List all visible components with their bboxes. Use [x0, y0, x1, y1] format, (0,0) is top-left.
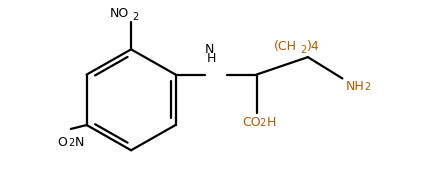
Text: (CH: (CH — [274, 40, 297, 53]
Text: H: H — [266, 116, 276, 129]
Text: 2: 2 — [300, 45, 306, 55]
Text: 2: 2 — [364, 82, 370, 92]
Text: )4: )4 — [307, 40, 320, 53]
Text: 2: 2 — [68, 138, 74, 148]
Text: N: N — [75, 136, 84, 149]
Text: CO: CO — [242, 116, 262, 129]
Text: N: N — [205, 43, 215, 56]
Text: O: O — [57, 136, 67, 149]
Text: NO: NO — [110, 7, 129, 20]
Text: H: H — [207, 52, 216, 65]
Text: 2: 2 — [259, 118, 266, 128]
Text: NH: NH — [346, 80, 364, 93]
Text: 2: 2 — [132, 12, 139, 22]
